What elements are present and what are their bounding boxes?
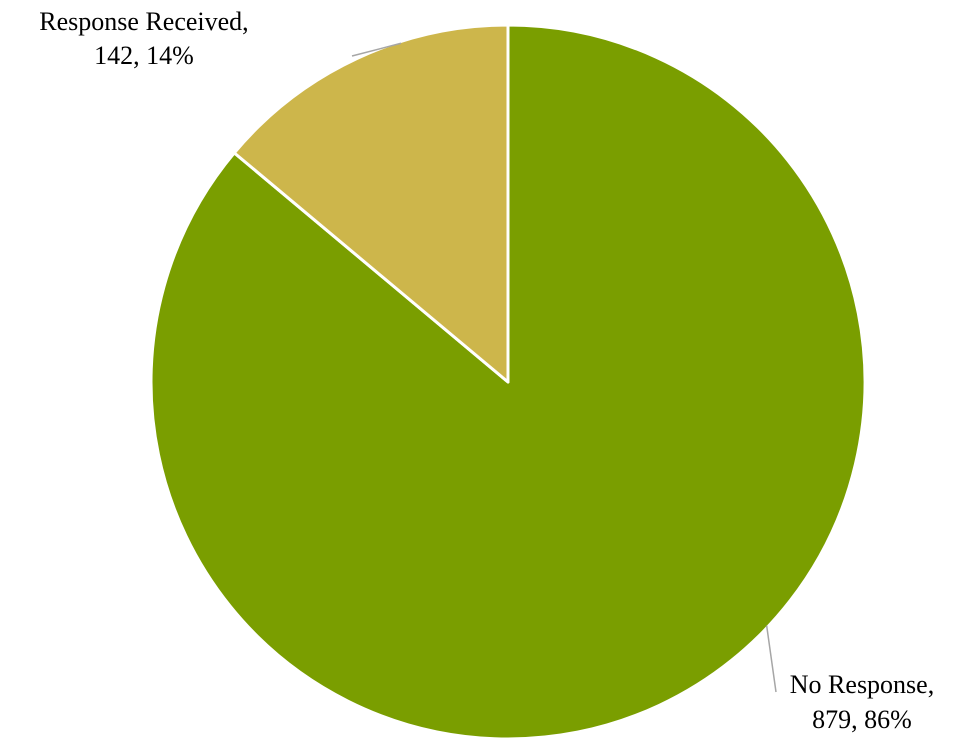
data-labels: No Response, 879, 86% Response Received,…: [39, 7, 934, 734]
pie-slices: [149, 23, 867, 741]
leader-lines: [351, 42, 777, 693]
label-response-received-line1: Response Received,: [39, 7, 248, 36]
label-no-response-line2: 879, 86%: [812, 705, 912, 734]
label-response-received-line2: 142, 14%: [94, 41, 194, 70]
pie-slice-response-received: [232, 23, 510, 384]
pie-slice-no-response: [149, 23, 867, 741]
leader-line-no-response: [765, 625, 777, 693]
leader-line-response-received: [351, 42, 402, 57]
label-no-response-line1: No Response,: [790, 670, 934, 699]
